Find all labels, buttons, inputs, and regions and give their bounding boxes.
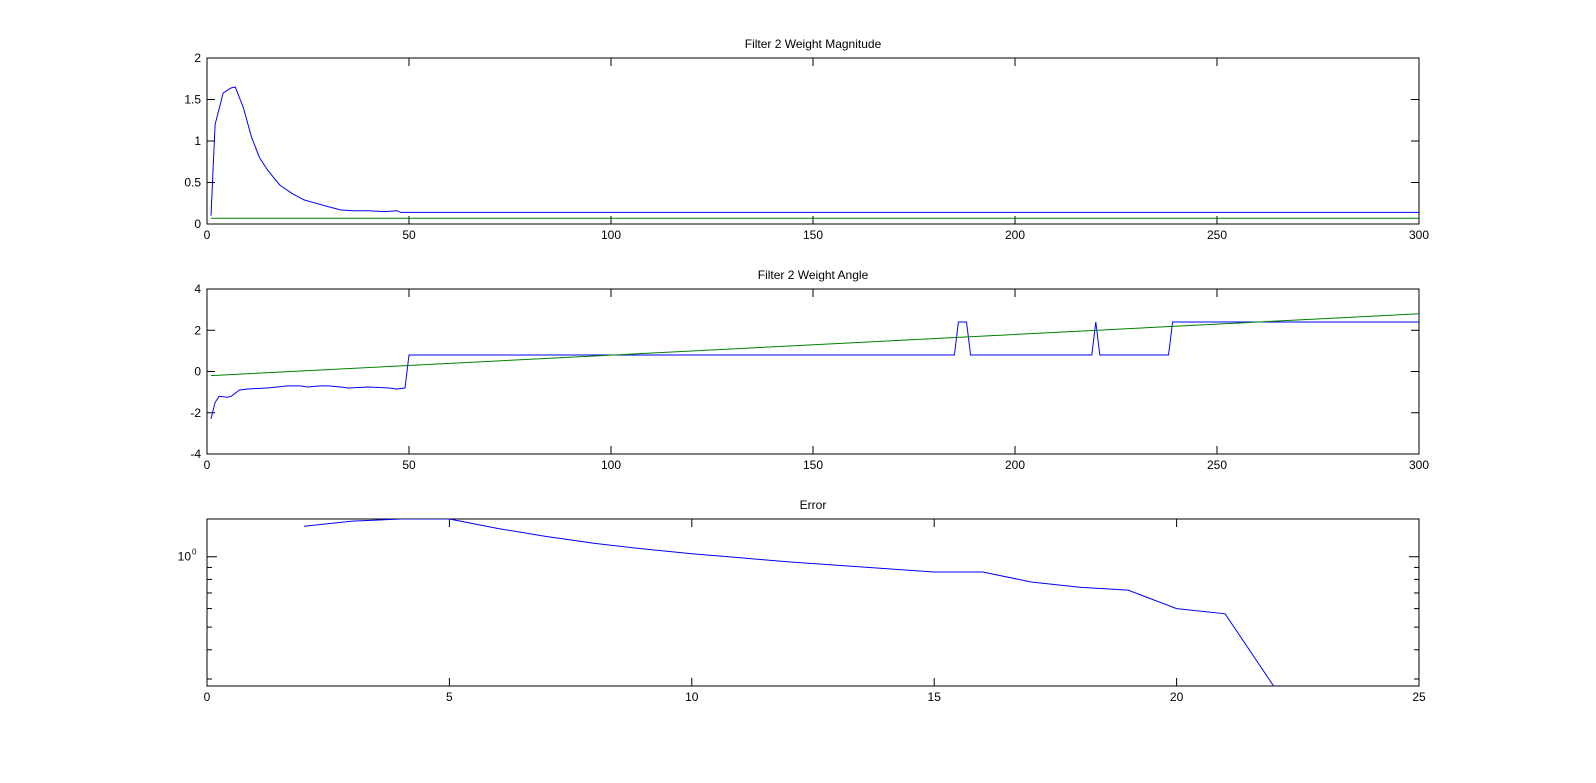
y-tick-label-exponent: 0 xyxy=(192,548,197,557)
y-tick-label: 4 xyxy=(194,282,201,296)
y-tick-label: -2 xyxy=(190,406,201,420)
chart-title: Error xyxy=(800,498,827,512)
series-line-1 xyxy=(210,86,1419,216)
subplot-1: Filter 2 Weight Magnitude 0 50 100 150 200 250… xyxy=(184,37,1429,242)
x-tick-label: 150 xyxy=(803,458,823,472)
x-tick-label: 0 xyxy=(204,690,211,704)
x-tick-label: 0 xyxy=(204,228,211,242)
x-tick-label: 200 xyxy=(1005,228,1025,242)
x-tick-label: 50 xyxy=(402,458,416,472)
chart-title: Filter 2 Weight Angle xyxy=(758,268,869,282)
x-tick-label: 250 xyxy=(1207,228,1227,242)
y-tick-label: 1 xyxy=(194,134,201,148)
y-tick-label: 1.5 xyxy=(184,93,201,107)
x-tick-label: 10 xyxy=(685,690,699,704)
x-tick-label: 250 xyxy=(1207,458,1227,472)
x-tick-label: 15 xyxy=(928,690,942,704)
y-tick-label: 10 xyxy=(178,550,192,564)
y-tick-label: 0 xyxy=(194,217,201,231)
y-tick-label: 0.5 xyxy=(184,176,201,190)
x-tick-label: 5 xyxy=(446,690,453,704)
subplot-2: Filter 2 Weight Angle 0 50 100 150 200 250 300 -… xyxy=(190,268,1429,472)
x-tick-label: 300 xyxy=(1409,458,1429,472)
y-tick-label: 2 xyxy=(194,51,201,65)
series-line-2 xyxy=(210,313,1419,377)
x-tick-label: 150 xyxy=(803,228,823,242)
x-tick-label: 200 xyxy=(1005,458,1025,472)
y-tick-label: 2 xyxy=(194,323,201,337)
x-tick-label: 50 xyxy=(402,228,416,242)
y-tick-label: 0 xyxy=(194,365,201,379)
axes-box xyxy=(206,518,1420,687)
chart-title: Filter 2 Weight Magnitude xyxy=(745,37,882,51)
series-line-1 xyxy=(210,321,1419,420)
x-tick-label: 100 xyxy=(601,458,621,472)
x-tick-label: 100 xyxy=(601,228,621,242)
series-line-1 xyxy=(303,519,1275,686)
x-tick-label: 25 xyxy=(1412,690,1426,704)
x-tick-label: 300 xyxy=(1409,228,1429,242)
x-tick-label: 20 xyxy=(1170,690,1184,704)
y-tick-label: -4 xyxy=(190,447,201,461)
x-tick-label: 0 xyxy=(204,458,211,472)
